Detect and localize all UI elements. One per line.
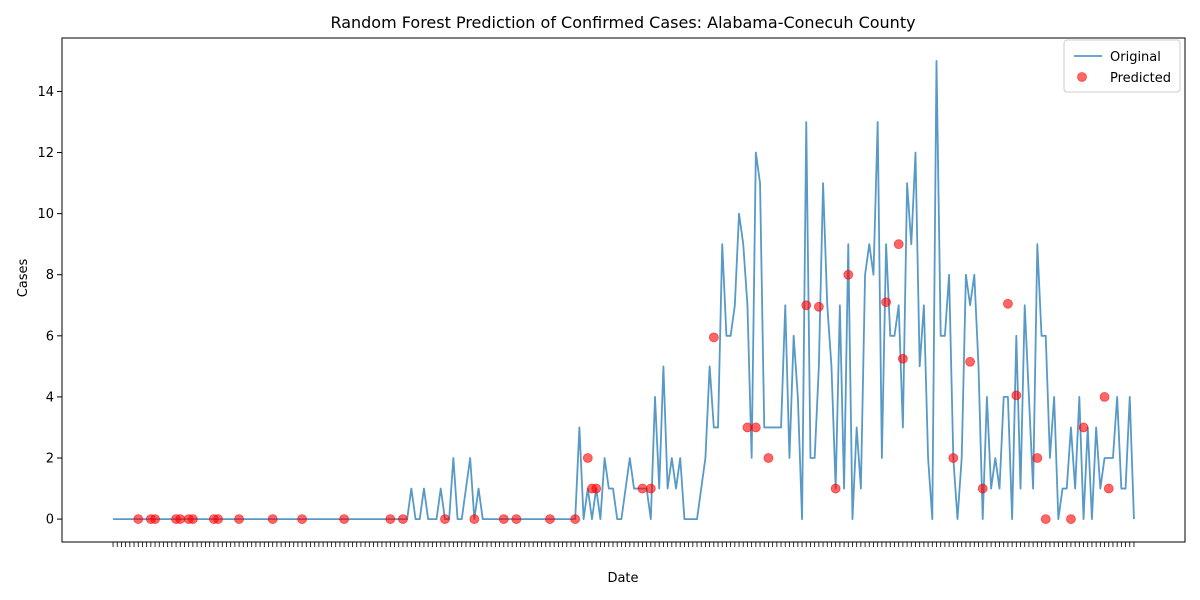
predicted-point [977,483,988,494]
y-tick-label: 2 [46,452,54,467]
legend-predicted-label: Predicted [1110,71,1171,86]
predicted-point [187,514,198,524]
predicted-point [570,514,581,524]
predicted-point [1003,298,1013,309]
predicted-point [1078,422,1089,433]
legend-frame [1063,39,1181,93]
predicted-point [398,514,408,524]
predicted-point [234,514,244,524]
predicted-point [133,514,144,524]
y-axis-title: Cases [16,258,31,297]
y-tick-label: 8 [46,268,54,283]
predicted-point [1011,390,1022,401]
predicted-point [763,453,774,463]
predicted-point [150,514,160,524]
predicted-point [893,239,904,250]
y-tick-label: 0 [46,513,54,528]
y-tick-label: 6 [46,329,54,344]
predicted-point [511,514,522,524]
predicted-point [897,353,908,364]
predicted-point [1103,483,1114,494]
predicted-point [965,356,975,367]
y-tick-label: 12 [37,146,54,161]
predicted-point [297,514,308,524]
predicted-point [742,422,753,433]
predicted-point [645,483,656,494]
chart-title: Random Forest Prediction of Confirmed Ca… [330,13,915,32]
y-tick-label: 14 [37,85,54,100]
x-axis-title: Date [607,571,638,586]
predicted-point [385,514,396,524]
predicted-point [843,269,854,280]
predicted-point [591,483,602,494]
legend-predicted-swatch [1077,72,1087,82]
legend: Original Predicted [1063,39,1181,93]
predicted-point [801,300,812,311]
axes: 0 2 4 6 8 10 12 14 [37,37,1186,547]
predicted-point [339,514,350,524]
predicted-point [750,422,761,433]
y-tick-label: 4 [46,390,54,405]
predicted-point [637,483,648,494]
predicted-point [813,301,824,312]
predicted-point [1099,392,1110,402]
y-tick-label: 10 [37,207,54,222]
predicted-point [1032,453,1043,463]
predicted-point [545,514,555,524]
predicted-point [582,453,593,463]
predicted-point [881,297,891,308]
predicted-point [469,514,480,524]
series-line-original [113,60,1135,520]
legend-original-label: Original [1110,50,1161,65]
predicted-point [830,483,841,494]
predicted-point [1066,514,1076,524]
predicted-point [213,514,223,524]
plot-area [113,60,1135,524]
predicted-point [498,514,509,524]
predicted-point [440,514,450,524]
predicted-point [708,332,719,343]
axes-frame [61,37,1186,543]
predicted-point [267,514,278,524]
predicted-point [948,453,959,463]
predicted-point [1040,514,1051,524]
predicted-point [175,514,186,524]
